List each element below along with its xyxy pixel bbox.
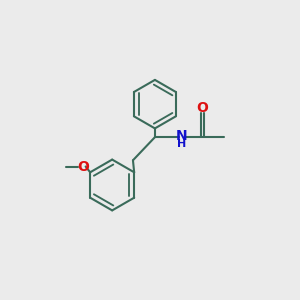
Text: H: H [177, 139, 187, 148]
Text: O: O [77, 160, 89, 173]
Text: N: N [176, 129, 188, 143]
Text: O: O [196, 101, 208, 115]
